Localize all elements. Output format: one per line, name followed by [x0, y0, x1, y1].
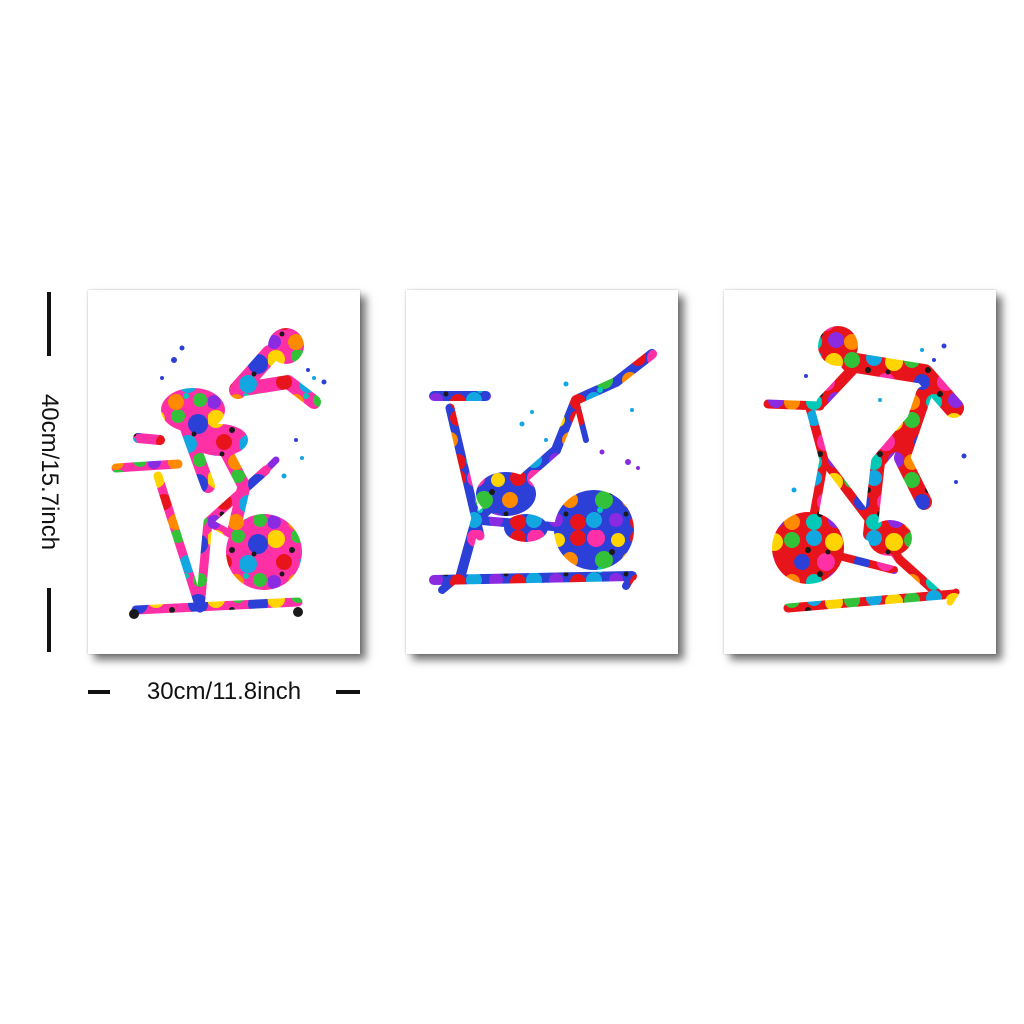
- height-dimension-line-top: [47, 292, 51, 356]
- width-dimension-label: 30cm/11.8inch: [146, 678, 302, 705]
- width-dimension-line-right: [336, 690, 360, 694]
- height-dimension: 40cm/15.7inch: [36, 290, 63, 654]
- height-dimension-line-bottom: [47, 588, 51, 652]
- cyclist-bike-art-left: [111, 328, 327, 619]
- canvas-panel-right: [724, 290, 996, 654]
- width-dimension-line-left: [88, 690, 110, 694]
- cyclist-bike-art-right: [763, 326, 967, 613]
- canvas-panel-left: [88, 290, 360, 654]
- spin-bike-art-middle: [429, 349, 657, 594]
- canvas-panel-middle: [406, 290, 678, 654]
- height-dimension-label: 40cm/15.7inch: [36, 393, 63, 551]
- width-dimension: 30cm/11.8inch: [88, 676, 360, 708]
